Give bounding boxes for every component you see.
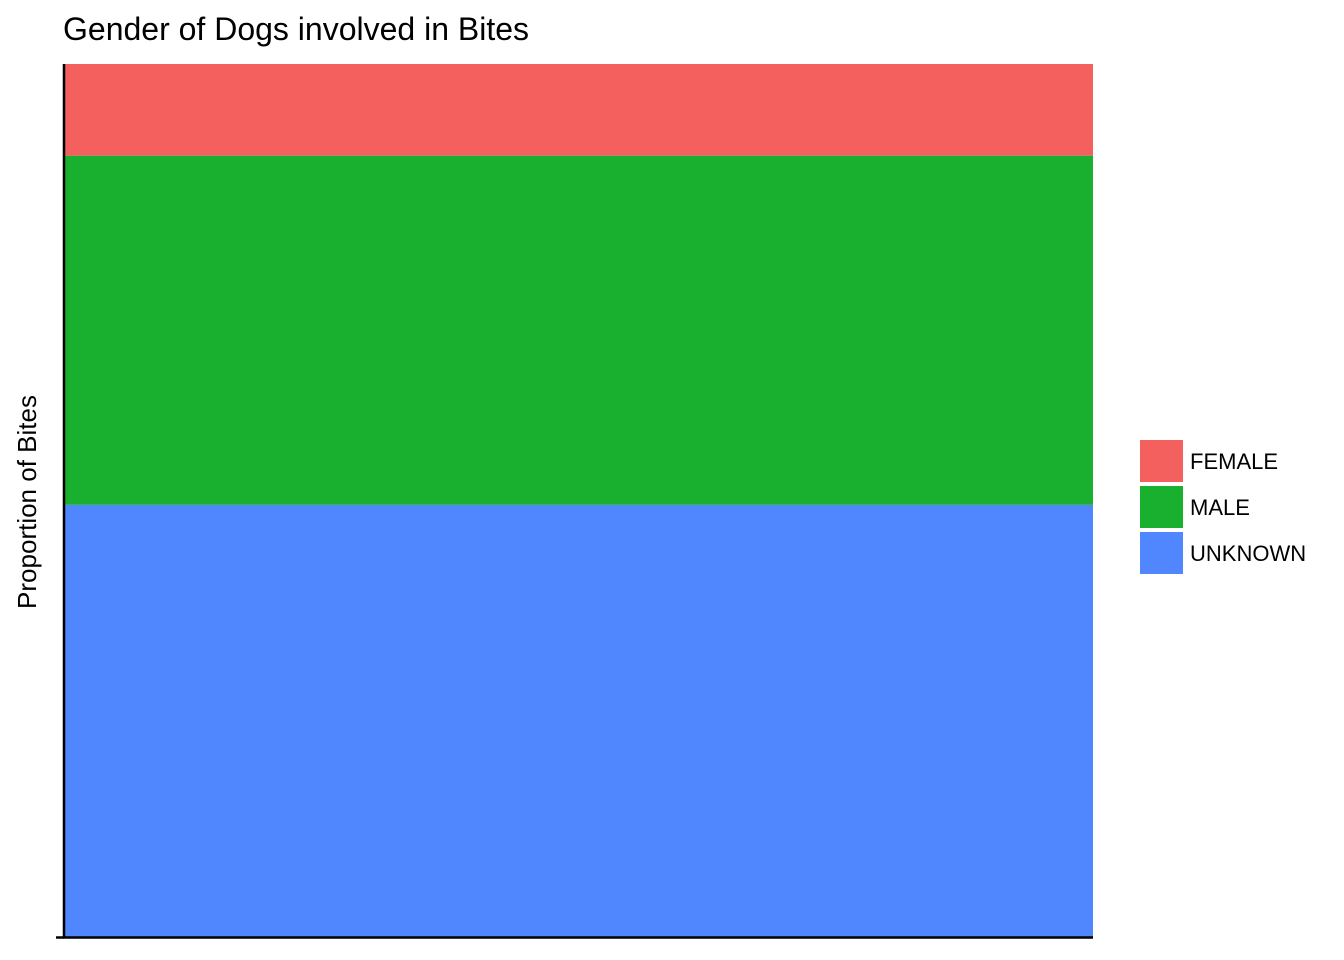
chart-title: Gender of Dogs involved in Bites [63,11,529,47]
legend-key-male [1140,486,1183,528]
legend-key-unknown [1140,532,1183,574]
legend: FEMALE MALE UNKNOWN [1140,440,1306,574]
plot-area [65,64,1093,937]
bar-segment-male [65,155,1093,505]
legend-label-female: FEMALE [1190,449,1278,474]
bar-segment-unknown [65,504,1093,937]
y-axis-label: Proportion of Bites [12,395,42,609]
legend-key-female [1140,440,1183,482]
legend-label-unknown: UNKNOWN [1190,541,1306,566]
bar-segment-female [65,64,1093,156]
legend-label-male: MALE [1190,495,1250,520]
